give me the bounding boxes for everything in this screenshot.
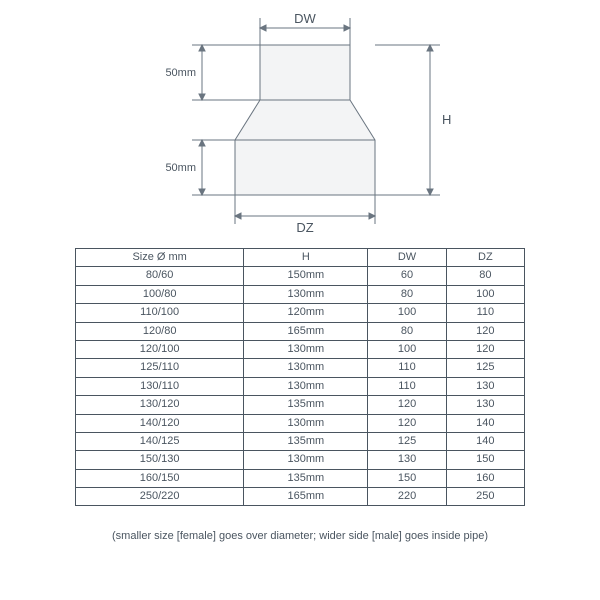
table-cell: 120mm [244,304,368,322]
table-row: 160/150135mm150160 [76,469,525,487]
table-cell: 165mm [244,322,368,340]
table-cell: 110 [446,304,524,322]
table-header-cell: DZ [446,249,524,267]
table-cell: 130mm [244,285,368,303]
table-row: 250/220165mm220250 [76,488,525,506]
table-cell: 120/100 [76,340,244,358]
table-row: 100/80130mm80100 [76,285,525,303]
table-cell: 125 [446,359,524,377]
table-cell: 250/220 [76,488,244,506]
table-cell: 120 [446,340,524,358]
table-row: 120/80165mm80120 [76,322,525,340]
page: DW DZ H 50mm 50mm Size Ø mmHDWDZ 80/6015… [0,0,600,600]
table-row: 120/100130mm100120 [76,340,525,358]
table-cell: 120 [446,322,524,340]
table-header-cell: Size Ø mm [76,249,244,267]
table-row: 110/100120mm100110 [76,304,525,322]
table-cell: 140/120 [76,414,244,432]
table-cell: 120 [368,414,446,432]
table-cell: 135mm [244,396,368,414]
table-cell: 120 [368,396,446,414]
label-top-50: 50mm [165,67,196,79]
table-row: 140/125135mm125140 [76,432,525,450]
table-cell: 100 [446,285,524,303]
table-cell: 130 [446,396,524,414]
table-cell: 130mm [244,377,368,395]
table-body: 80/60150mm6080100/80130mm80100110/100120… [76,267,525,506]
table-cell: 130mm [244,414,368,432]
table-cell: 150 [446,451,524,469]
table-cell: 120/80 [76,322,244,340]
table-row: 150/130130mm130150 [76,451,525,469]
table-cell: 60 [368,267,446,285]
table-row: 125/110130mm110125 [76,359,525,377]
table-cell: 135mm [244,432,368,450]
table-cell: 125/110 [76,359,244,377]
table-cell: 140 [446,432,524,450]
table-cell: 165mm [244,488,368,506]
label-dw: DW [294,11,316,26]
table-cell: 140/125 [76,432,244,450]
technical-diagram: DW DZ H 50mm 50mm [20,10,580,240]
label-bot-50: 50mm [165,162,196,174]
table-cell: 130/110 [76,377,244,395]
table-cell: 80 [446,267,524,285]
table-cell: 135mm [244,469,368,487]
table-cell: 100/80 [76,285,244,303]
table-header-row: Size Ø mmHDWDZ [76,249,525,267]
table-cell: 130/120 [76,396,244,414]
table-row: 130/120135mm120130 [76,396,525,414]
table-cell: 110 [368,377,446,395]
table-header-cell: H [244,249,368,267]
table-cell: 100 [368,340,446,358]
table-cell: 150/130 [76,451,244,469]
table-cell: 110/100 [76,304,244,322]
table-cell: 140 [446,414,524,432]
table-cell: 130 [446,377,524,395]
size-table: Size Ø mmHDWDZ 80/60150mm6080100/80130mm… [75,248,525,506]
table-row: 80/60150mm6080 [76,267,525,285]
table-row: 130/110130mm110130 [76,377,525,395]
footnote: (smaller size [female] goes over diamete… [20,530,580,542]
table-cell: 150mm [244,267,368,285]
table-cell: 160 [446,469,524,487]
table-cell: 130mm [244,340,368,358]
table-cell: 100 [368,304,446,322]
table-cell: 130mm [244,451,368,469]
table-cell: 250 [446,488,524,506]
table-cell: 150 [368,469,446,487]
table-cell: 80 [368,285,446,303]
table-cell: 130mm [244,359,368,377]
table-row: 140/120130mm120140 [76,414,525,432]
table-header-cell: DW [368,249,446,267]
table-cell: 130 [368,451,446,469]
table-cell: 80/60 [76,267,244,285]
table-cell: 125 [368,432,446,450]
table-cell: 80 [368,322,446,340]
table-cell: 110 [368,359,446,377]
table-cell: 160/150 [76,469,244,487]
table-cell: 220 [368,488,446,506]
label-h: H [442,112,451,127]
label-dz: DZ [296,220,313,235]
